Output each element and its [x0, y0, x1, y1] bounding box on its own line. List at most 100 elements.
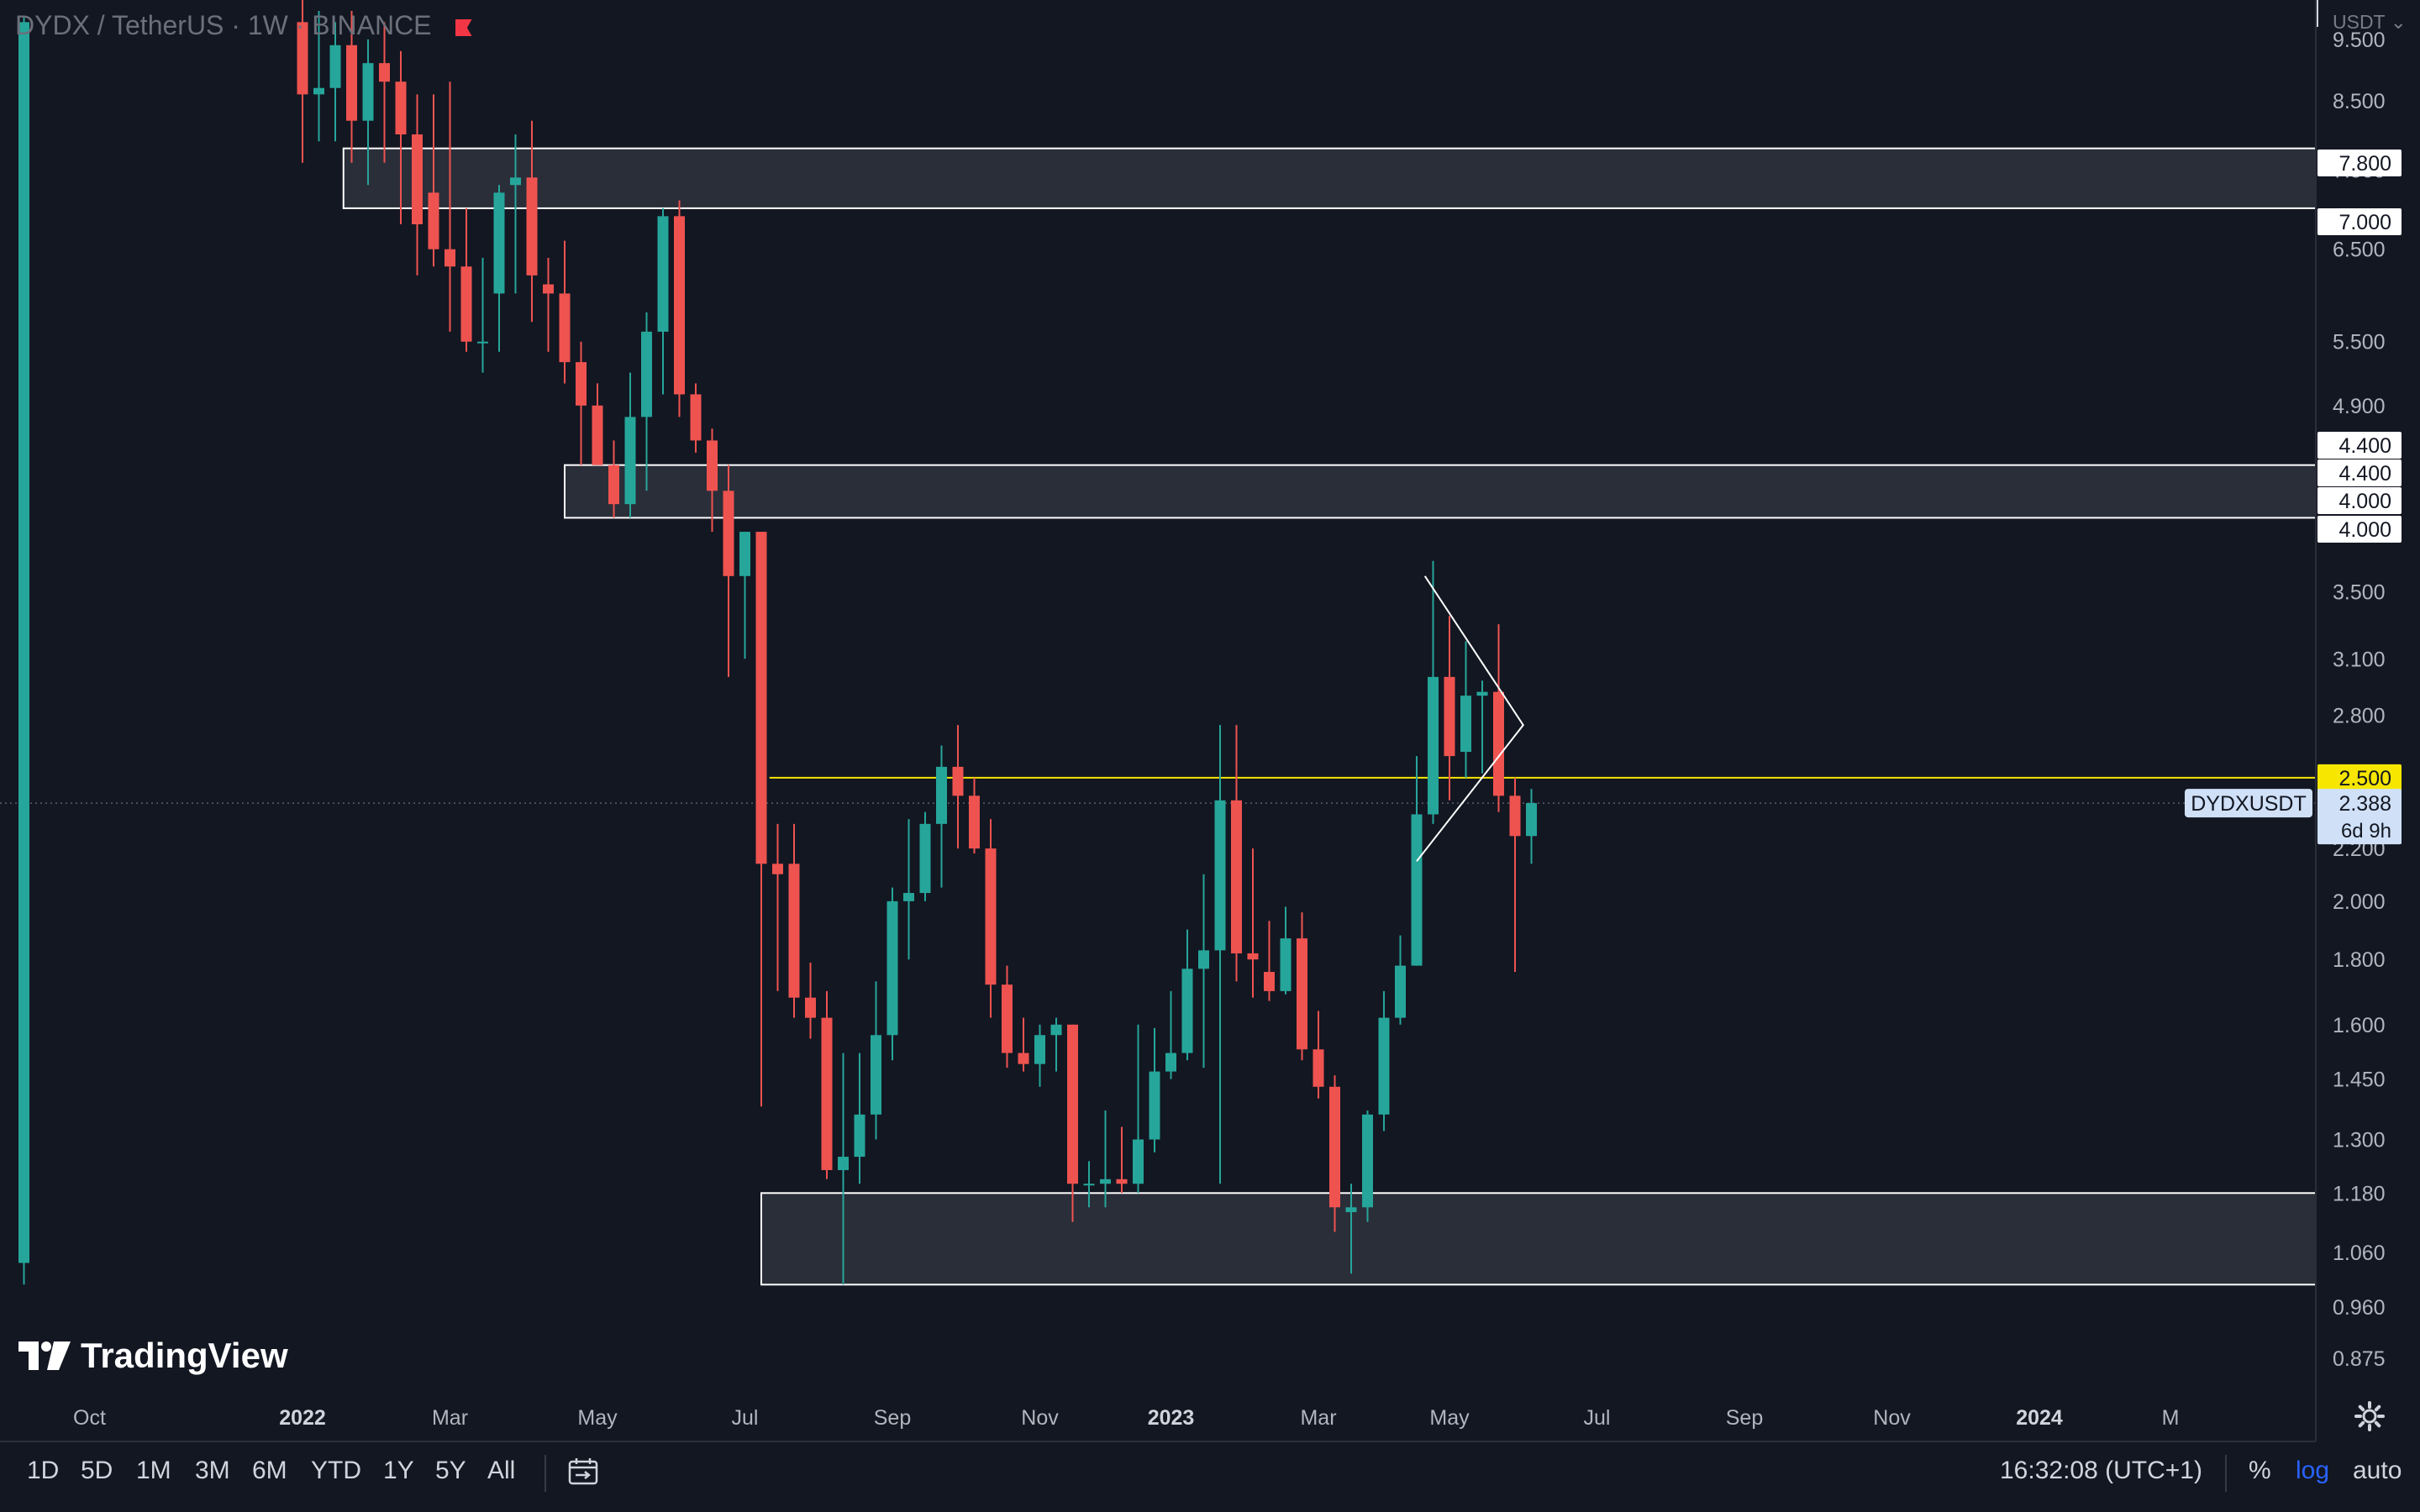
candle[interactable] — [1362, 1110, 1373, 1222]
candle[interactable] — [510, 134, 521, 294]
candle[interactable] — [723, 465, 734, 677]
candle[interactable] — [838, 1053, 849, 1285]
candle[interactable] — [1018, 1017, 1029, 1072]
candle[interactable] — [460, 207, 472, 352]
candle[interactable] — [1133, 1024, 1144, 1194]
candle[interactable] — [1231, 725, 1242, 982]
candle[interactable] — [1002, 965, 1013, 1068]
candle[interactable] — [690, 383, 702, 453]
candle[interactable] — [608, 440, 619, 518]
candle[interactable] — [1313, 1011, 1324, 1099]
candle[interactable] — [919, 811, 931, 901]
candle[interactable] — [1149, 1027, 1160, 1152]
candle[interactable] — [1034, 1024, 1045, 1087]
candle[interactable] — [788, 823, 800, 1018]
price-chart[interactable]: Oct 2022 Mar May Jul Sep Nov 2023 Mar May Jul Sep No… — [0, 0, 2420, 1443]
flag-icon[interactable] — [455, 19, 472, 36]
candle[interactable] — [313, 11, 324, 142]
candle[interactable] — [526, 120, 538, 323]
candle[interactable] — [1280, 906, 1292, 995]
candle[interactable] — [428, 94, 439, 267]
candle[interactable] — [854, 1053, 865, 1184]
zone-rectangle[interactable] — [342, 147, 2317, 209]
candle[interactable] — [821, 990, 833, 1179]
candle[interactable] — [1100, 1110, 1111, 1208]
candle[interactable] — [477, 257, 488, 373]
candle[interactable] — [1050, 1017, 1062, 1072]
candle[interactable] — [1067, 1024, 1078, 1222]
candle[interactable] — [657, 207, 669, 395]
auto-scale-toggle[interactable]: auto — [2353, 1457, 2402, 1484]
candle[interactable] — [707, 428, 718, 533]
candle[interactable] — [969, 777, 980, 854]
candle[interactable] — [329, 22, 341, 142]
candle[interactable] — [755, 532, 767, 1107]
candle[interactable] — [674, 200, 685, 417]
candle[interactable] — [1247, 848, 1259, 998]
candle[interactable] — [493, 185, 505, 352]
timeframe-ytd-button[interactable]: YTD — [311, 1457, 361, 1484]
timeframe-all-button[interactable]: All — [487, 1457, 516, 1484]
candle[interactable] — [1428, 560, 1439, 824]
candle[interactable] — [1297, 912, 1307, 1061]
candle[interactable] — [903, 819, 914, 960]
symbol-title[interactable]: DYDX / TetherUS · 1W · BINANCE — [15, 10, 472, 41]
log-scale-toggle[interactable]: log — [2296, 1457, 2330, 1484]
candle[interactable] — [445, 81, 455, 332]
timeframe-6m-button[interactable]: 6M — [252, 1457, 287, 1484]
zone-rectangle[interactable] — [564, 464, 2317, 519]
candle[interactable] — [297, 0, 308, 163]
candle[interactable] — [379, 22, 390, 163]
candle[interactable] — [412, 94, 423, 276]
settings-gear-icon[interactable] — [2354, 1401, 2385, 1431]
candle[interactable] — [1476, 680, 1488, 774]
candle[interactable] — [1198, 874, 1209, 1068]
clock-timezone[interactable]: 16:32:08 (UTC+1) — [2000, 1457, 2202, 1484]
candle[interactable] — [1165, 990, 1176, 1079]
candle[interactable] — [592, 383, 603, 465]
candle[interactable] — [576, 341, 587, 465]
candle[interactable] — [1493, 624, 1504, 812]
candle[interactable] — [18, 16, 29, 1285]
candle[interactable] — [346, 11, 357, 163]
last-price-tag[interactable]: DYDXUSDT 2.388 6d 9h — [2185, 789, 2402, 845]
candle[interactable] — [1395, 935, 1406, 1025]
candle[interactable] — [985, 819, 997, 1018]
candle[interactable] — [1345, 1184, 1357, 1274]
candle[interactable] — [624, 372, 636, 518]
candle[interactable] — [886, 887, 898, 1061]
candle[interactable] — [1083, 1161, 1095, 1208]
candle[interactable] — [1116, 1126, 1128, 1194]
candle[interactable] — [1329, 1075, 1340, 1232]
candle[interactable] — [772, 823, 783, 991]
candle[interactable] — [1378, 990, 1390, 1131]
candle[interactable] — [952, 725, 964, 849]
date-range-icon[interactable] — [568, 1458, 598, 1485]
timeframe-1d-button[interactable]: 1D — [27, 1457, 60, 1484]
candle[interactable] — [1460, 641, 1471, 778]
candle[interactable] — [395, 50, 407, 225]
timeframe-1y-button[interactable]: 1Y — [383, 1457, 414, 1484]
candle[interactable] — [1214, 725, 1226, 1184]
candle[interactable] — [641, 312, 652, 491]
candle[interactable] — [936, 745, 947, 888]
candle[interactable] — [1264, 921, 1275, 1001]
candle[interactable] — [543, 257, 554, 352]
timeframe-3m-button[interactable]: 3M — [195, 1457, 230, 1484]
candle[interactable] — [739, 532, 750, 659]
percent-scale-toggle[interactable]: % — [2249, 1457, 2271, 1484]
candle[interactable] — [805, 962, 816, 1039]
candle[interactable] — [871, 981, 881, 1140]
timeframe-5d-button[interactable]: 5D — [81, 1457, 113, 1484]
candle[interactable] — [1526, 789, 1537, 864]
candle[interactable] — [559, 240, 571, 384]
triangle-pattern[interactable] — [1416, 575, 1524, 862]
timeframe-1m-button[interactable]: 1M — [136, 1457, 171, 1484]
zone-rectangle[interactable] — [760, 1192, 2317, 1286]
timeframe-5y-button[interactable]: 5Y — [435, 1457, 466, 1484]
candle[interactable] — [362, 39, 374, 186]
candle[interactable] — [1181, 929, 1193, 1061]
candle[interactable] — [1509, 777, 1521, 973]
currency-label[interactable]: USDT ⌄ — [2333, 11, 2407, 33]
candle[interactable] — [1444, 616, 1455, 801]
